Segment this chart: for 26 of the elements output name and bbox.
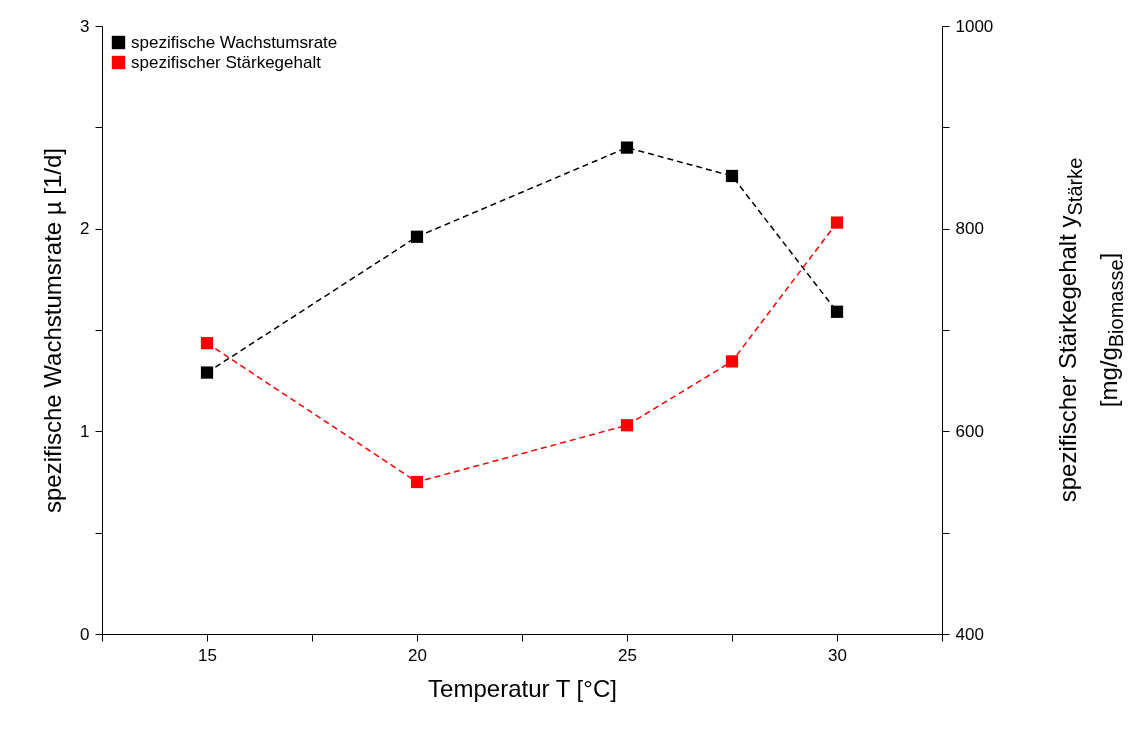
point [200, 366, 214, 379]
point [410, 475, 424, 489]
x-tick-label: 15 [198, 645, 217, 665]
y-axis-title: spezifische Wachstumsrate µ [1/d] [39, 147, 67, 514]
point [830, 216, 844, 229]
point [725, 169, 739, 183]
x-tick-label: 30 [828, 645, 847, 665]
x-tick-label: 25 [618, 645, 637, 665]
point [620, 419, 634, 432]
y2-tick-label: 400 [955, 624, 984, 644]
legend-label: spezifische Wachstumsrate [131, 32, 338, 52]
y2-tick-label: 1000 [955, 16, 994, 36]
point [830, 305, 844, 318]
y-tick-label: 3 [80, 16, 90, 36]
y-tick-label: 1 [80, 421, 90, 441]
x-tick-label: 20 [408, 645, 427, 665]
y-tick-label: 2 [80, 219, 90, 239]
point [410, 230, 424, 243]
point [620, 141, 634, 154]
point [725, 355, 739, 368]
y-tick-label: 0 [80, 624, 90, 644]
y2-tick-label: 800 [955, 219, 984, 239]
y2-tick-label: 600 [955, 421, 984, 441]
point [200, 337, 214, 350]
x-axis-title: Temperatur T [°C] [428, 674, 617, 702]
legend-label: spezifischer Stärkegehalt [131, 52, 322, 72]
